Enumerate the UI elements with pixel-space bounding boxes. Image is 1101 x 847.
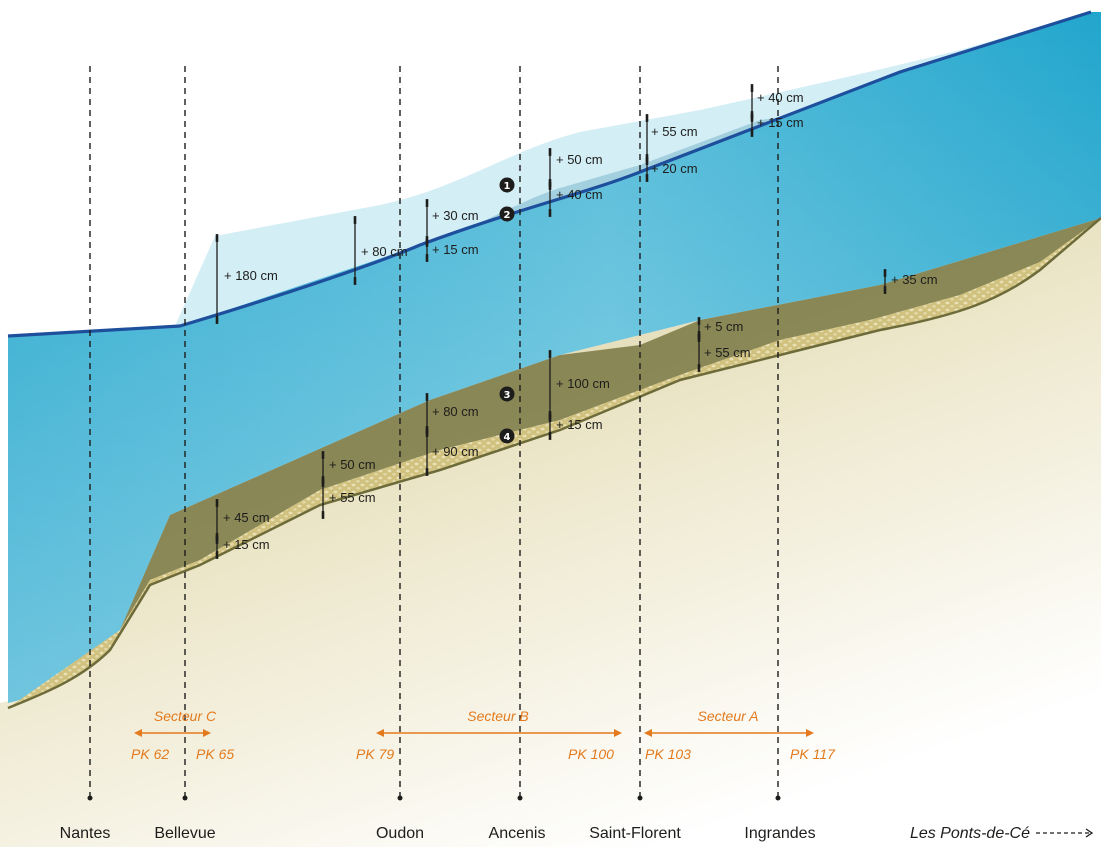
riverbed-line	[7, 217, 1101, 710]
label-oudon-lower: + 15 cm	[432, 242, 479, 257]
dot-oudon	[397, 795, 403, 801]
dot-nantes	[87, 795, 93, 801]
river-water-shade	[8, 12, 1101, 703]
svg-text:2: 2	[504, 210, 511, 221]
label-bed-pre-oudon-upper: + 50 cm	[329, 457, 376, 472]
label-bed-bellevue-upper: + 45 cm	[223, 510, 270, 525]
town-nantes: Nantes	[60, 825, 111, 842]
label-ingrandes-lower: + 15 cm	[757, 115, 804, 130]
sector-a-label: Secteur A	[698, 708, 759, 724]
water-line	[7, 10, 1092, 338]
dot-ancenis	[517, 795, 523, 801]
pk-100: PK 100	[568, 746, 614, 762]
label-oudon-upper: + 30 cm	[432, 208, 479, 223]
svg-text:4: 4	[504, 432, 511, 443]
measure-lines	[215, 84, 887, 559]
sector-c-label: Secteur C	[154, 708, 217, 724]
dot-bellevue	[182, 795, 188, 801]
label-bed-oudon-lower: + 90 cm	[432, 444, 479, 459]
town-guides	[89, 66, 779, 798]
svg-text:3: 3	[504, 390, 511, 401]
town-ancenis: Ancenis	[489, 825, 546, 842]
sector-arrows	[134, 729, 814, 737]
dot-ingrandes	[775, 795, 781, 801]
label-ancenis-lower: + 40 cm	[556, 187, 603, 202]
pk-117: PK 117	[790, 746, 836, 762]
bed-dark-layer	[120, 218, 1101, 630]
label-bed-oudon-upper: + 80 cm	[432, 404, 479, 419]
label-bed-ancenis-lower: + 15 cm	[556, 417, 603, 432]
label-oudon-water: + 80 cm	[361, 244, 408, 259]
label-bed-far: + 35 cm	[891, 272, 938, 287]
label-bed-stflorent-lower: + 55 cm	[704, 345, 751, 360]
label-bed-pre-oudon-lower: + 55 cm	[329, 490, 376, 505]
pk-62: PK 62	[131, 746, 169, 762]
label-bellevue-water: + 180 cm	[224, 268, 278, 283]
town-les-ponts-de-ce: Les Ponts-de-Cé	[910, 825, 1030, 842]
continue-arrow-icon	[1036, 828, 1094, 838]
label-bed-bellevue-lower: + 15 cm	[223, 537, 270, 552]
label-stflorent-lower: + 20 cm	[651, 161, 698, 176]
marker-3: 3	[499, 386, 515, 402]
dot-saint-florent	[637, 795, 643, 801]
marker-1: 1	[499, 177, 515, 193]
label-stflorent-upper: + 55 cm	[651, 124, 698, 139]
sector-b-label: Secteur B	[467, 708, 528, 724]
label-ancenis-upper: + 50 cm	[556, 152, 603, 167]
town-dots	[87, 795, 781, 801]
pk-65: PK 65	[196, 746, 234, 762]
sediment-layer	[8, 218, 1101, 708]
svg-text:1: 1	[504, 181, 511, 192]
label-bed-stflorent-upper: + 5 cm	[704, 319, 743, 334]
marker-2: 2	[499, 206, 515, 222]
town-oudon: Oudon	[376, 825, 424, 842]
town-bellevue: Bellevue	[154, 825, 215, 842]
pk-103: PK 103	[645, 746, 691, 762]
town-saint-florent: Saint-Florent	[589, 825, 681, 842]
town-ingrandes: Ingrandes	[744, 825, 815, 842]
pk-79: PK 79	[356, 746, 394, 762]
label-ingrandes-upper: + 40 cm	[757, 90, 804, 105]
label-bed-ancenis-upper: + 100 cm	[556, 376, 610, 391]
marker-4: 4	[499, 428, 515, 444]
ground-area	[0, 218, 1101, 847]
